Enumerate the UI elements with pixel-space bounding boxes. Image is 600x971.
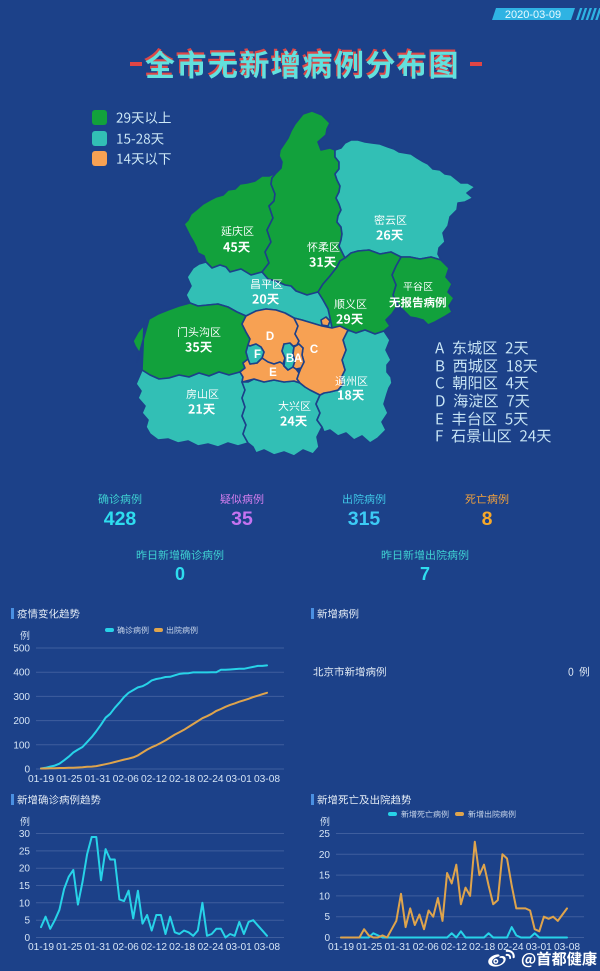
svg-text:03-08: 03-08 bbox=[254, 942, 280, 953]
svg-text:02-24: 02-24 bbox=[197, 774, 223, 785]
svg-text:200: 200 bbox=[13, 716, 30, 727]
svg-text:01-25: 01-25 bbox=[356, 942, 382, 953]
svg-text:400: 400 bbox=[13, 668, 30, 679]
svg-text:01-19: 01-19 bbox=[328, 942, 354, 953]
svg-text:15: 15 bbox=[19, 881, 31, 892]
svg-text:01-31: 01-31 bbox=[84, 942, 110, 953]
svg-text:20: 20 bbox=[19, 864, 31, 875]
svg-text:02-18: 02-18 bbox=[169, 774, 195, 785]
svg-text:02-24: 02-24 bbox=[497, 942, 523, 953]
svg-text:15: 15 bbox=[319, 871, 331, 882]
svg-text:01-25: 01-25 bbox=[56, 774, 82, 785]
svg-text:0: 0 bbox=[24, 765, 30, 776]
svg-text:100: 100 bbox=[13, 740, 30, 751]
svg-text:10: 10 bbox=[319, 891, 331, 902]
svg-text:03-08: 03-08 bbox=[554, 942, 580, 953]
svg-text:02-06: 02-06 bbox=[113, 774, 139, 785]
svg-text:5: 5 bbox=[24, 916, 30, 927]
svg-text:30: 30 bbox=[19, 829, 31, 840]
svg-text:03-01: 03-01 bbox=[226, 774, 252, 785]
svg-text:02-18: 02-18 bbox=[469, 942, 495, 953]
svg-text:01-19: 01-19 bbox=[28, 774, 54, 785]
svg-text:02-12: 02-12 bbox=[441, 942, 467, 953]
svg-text:300: 300 bbox=[13, 692, 30, 703]
svg-text:02-06: 02-06 bbox=[413, 942, 439, 953]
svg-text:10: 10 bbox=[19, 898, 31, 909]
svg-text:25: 25 bbox=[319, 829, 331, 840]
svg-text:5: 5 bbox=[324, 912, 330, 923]
svg-text:02-24: 02-24 bbox=[197, 942, 223, 953]
svg-text:0: 0 bbox=[24, 933, 30, 944]
svg-text:20: 20 bbox=[319, 850, 331, 861]
svg-text:0: 0 bbox=[324, 933, 330, 944]
svg-text:01-31: 01-31 bbox=[384, 942, 410, 953]
svg-text:2020-03-09: 2020-03-09 bbox=[505, 9, 561, 21]
svg-text:02-12: 02-12 bbox=[141, 774, 167, 785]
svg-text:01-31: 01-31 bbox=[84, 774, 110, 785]
svg-text:03-01: 03-01 bbox=[526, 942, 552, 953]
svg-text:02-06: 02-06 bbox=[113, 942, 139, 953]
svg-text:500: 500 bbox=[13, 644, 30, 655]
svg-text:03-08: 03-08 bbox=[254, 774, 280, 785]
svg-text:02-12: 02-12 bbox=[141, 942, 167, 953]
svg-text:01-19: 01-19 bbox=[28, 942, 54, 953]
svg-text:01-25: 01-25 bbox=[56, 942, 82, 953]
svg-text:03-01: 03-01 bbox=[226, 942, 252, 953]
svg-text:25: 25 bbox=[19, 846, 31, 857]
svg-text:02-18: 02-18 bbox=[169, 942, 195, 953]
